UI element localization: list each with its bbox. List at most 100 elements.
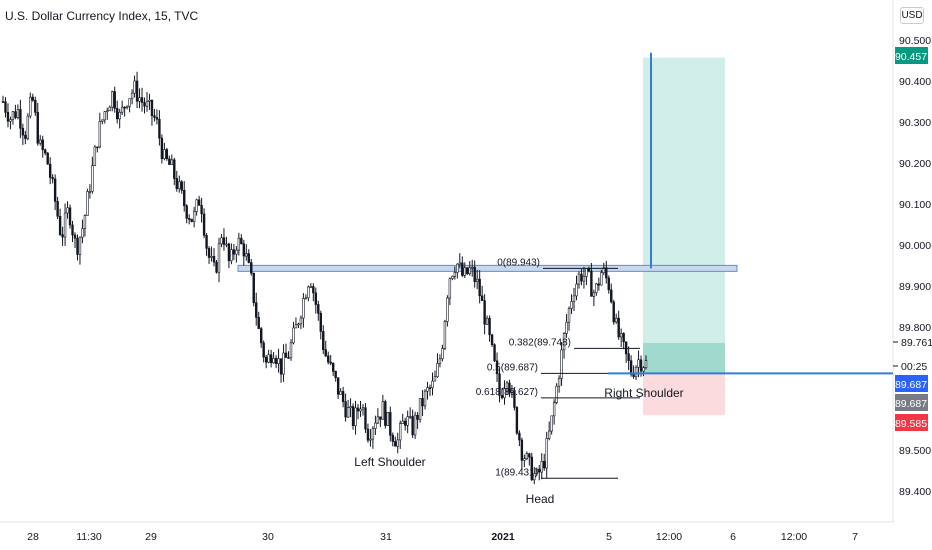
- candle-body: [493, 344, 496, 362]
- fib-label-1: 1(89.431): [495, 467, 538, 478]
- candle-body: [200, 205, 203, 215]
- candle-body: [66, 207, 69, 214]
- profit-zone[interactable]: [643, 57, 725, 374]
- candle-body: [334, 371, 337, 378]
- time-axis[interactable]: 28 11:30 29 30 31 2021 5 12:00 6 12:00 7: [27, 531, 858, 543]
- loss-zone[interactable]: [643, 373, 725, 416]
- candle-body: [500, 395, 504, 399]
- candle-body: [113, 91, 116, 109]
- candle-body: [160, 137, 164, 159]
- candle-body: [557, 377, 561, 387]
- candle-body: [612, 301, 615, 323]
- price-axis[interactable]: 90.500 90.400 90.300 90.200 90.100 90.000 89.9…: [899, 35, 931, 498]
- fib-label-618: 0.618(89.627): [476, 387, 538, 398]
- candle-body: [525, 453, 529, 460]
- candle-body: [396, 439, 399, 447]
- candle-body: [582, 276, 586, 282]
- candle-body: [257, 317, 260, 329]
- candle-body: [575, 283, 578, 297]
- candle-body: [361, 407, 365, 410]
- candle-body: [552, 402, 556, 417]
- y-tick-label: 89.400: [899, 486, 931, 498]
- candle-body: [597, 283, 601, 286]
- candle-body: [570, 301, 573, 309]
- y-tick-label: 90.400: [899, 76, 931, 88]
- candle-body: [530, 456, 533, 481]
- candle-body: [605, 267, 608, 279]
- candle-body: [235, 249, 238, 255]
- candle-body: [252, 272, 255, 304]
- candle-body: [371, 428, 375, 440]
- countdown-text: 00:25: [901, 361, 927, 373]
- candle-body: [483, 300, 486, 325]
- candle-body: [242, 243, 246, 257]
- candle-body: [93, 146, 97, 166]
- candle-body: [284, 352, 288, 358]
- candle-body: [475, 278, 479, 282]
- candle-body: [629, 360, 633, 375]
- candle-body: [185, 205, 188, 219]
- candle-body: [61, 234, 64, 238]
- candle-body: [120, 106, 124, 113]
- candle-body: [103, 111, 106, 121]
- neckline-rectangle[interactable]: [237, 264, 738, 272]
- candle-body: [634, 366, 638, 377]
- candle-body: [39, 139, 42, 144]
- x-tick-label: 7: [852, 531, 858, 543]
- candle-body: [277, 358, 280, 364]
- candle-body: [610, 289, 613, 303]
- candle-body: [354, 407, 357, 427]
- candle-body: [520, 439, 524, 461]
- y-tick-label: 90.500: [899, 35, 931, 47]
- candle-body: [562, 333, 566, 351]
- candle-body: [619, 333, 623, 338]
- candle-body: [247, 253, 250, 263]
- candle-body: [41, 139, 44, 151]
- candle-body: [175, 178, 178, 189]
- candle-body: [240, 237, 243, 245]
- candle-body: [376, 416, 380, 424]
- candle-body: [71, 224, 74, 236]
- x-tick-label: 12:00: [656, 531, 682, 543]
- candle-body: [480, 295, 484, 301]
- candle-body: [163, 149, 166, 159]
- candle-body: [190, 218, 193, 222]
- current-price-label: 89.761: [893, 337, 932, 349]
- candle-body: [505, 382, 509, 389]
- candle-body: [279, 358, 283, 375]
- candle-body: [466, 267, 469, 275]
- candle-body: [473, 266, 476, 282]
- candle-body: [297, 323, 300, 326]
- candle-body: [627, 353, 630, 361]
- candle-body: [595, 283, 598, 293]
- candle-body: [267, 354, 270, 363]
- candle-body: [34, 99, 37, 113]
- candle-body: [458, 262, 462, 265]
- candle-body: [411, 416, 414, 436]
- candle-body: [86, 191, 89, 216]
- candle-body: [639, 359, 643, 372]
- candle-body: [108, 106, 111, 112]
- y-tick-label: 90.100: [899, 199, 931, 211]
- candles-group: [1, 71, 648, 485]
- candle-body: [364, 407, 367, 430]
- candle-body: [96, 146, 99, 149]
- currency-button[interactable]: USD: [900, 7, 924, 24]
- candle-body: [165, 149, 169, 160]
- candle-body: [436, 363, 439, 377]
- candle-body: [44, 149, 47, 154]
- candle-body: [312, 286, 315, 294]
- candle-body: [232, 249, 236, 255]
- candle-body: [503, 388, 506, 399]
- candle-body: [339, 391, 342, 395]
- fibonacci-retracement[interactable]: 0(89.943) 0.382(89.748) 0.5(89.687) 0.61…: [476, 257, 640, 479]
- candle-body: [394, 441, 397, 447]
- candle-body: [153, 115, 156, 118]
- candle-body: [101, 119, 104, 122]
- stop-price-text: 89.585: [895, 418, 927, 430]
- candle-body: [346, 407, 350, 418]
- candle-body: [451, 275, 454, 279]
- candle-body: [637, 359, 640, 368]
- candle-body: [11, 111, 15, 120]
